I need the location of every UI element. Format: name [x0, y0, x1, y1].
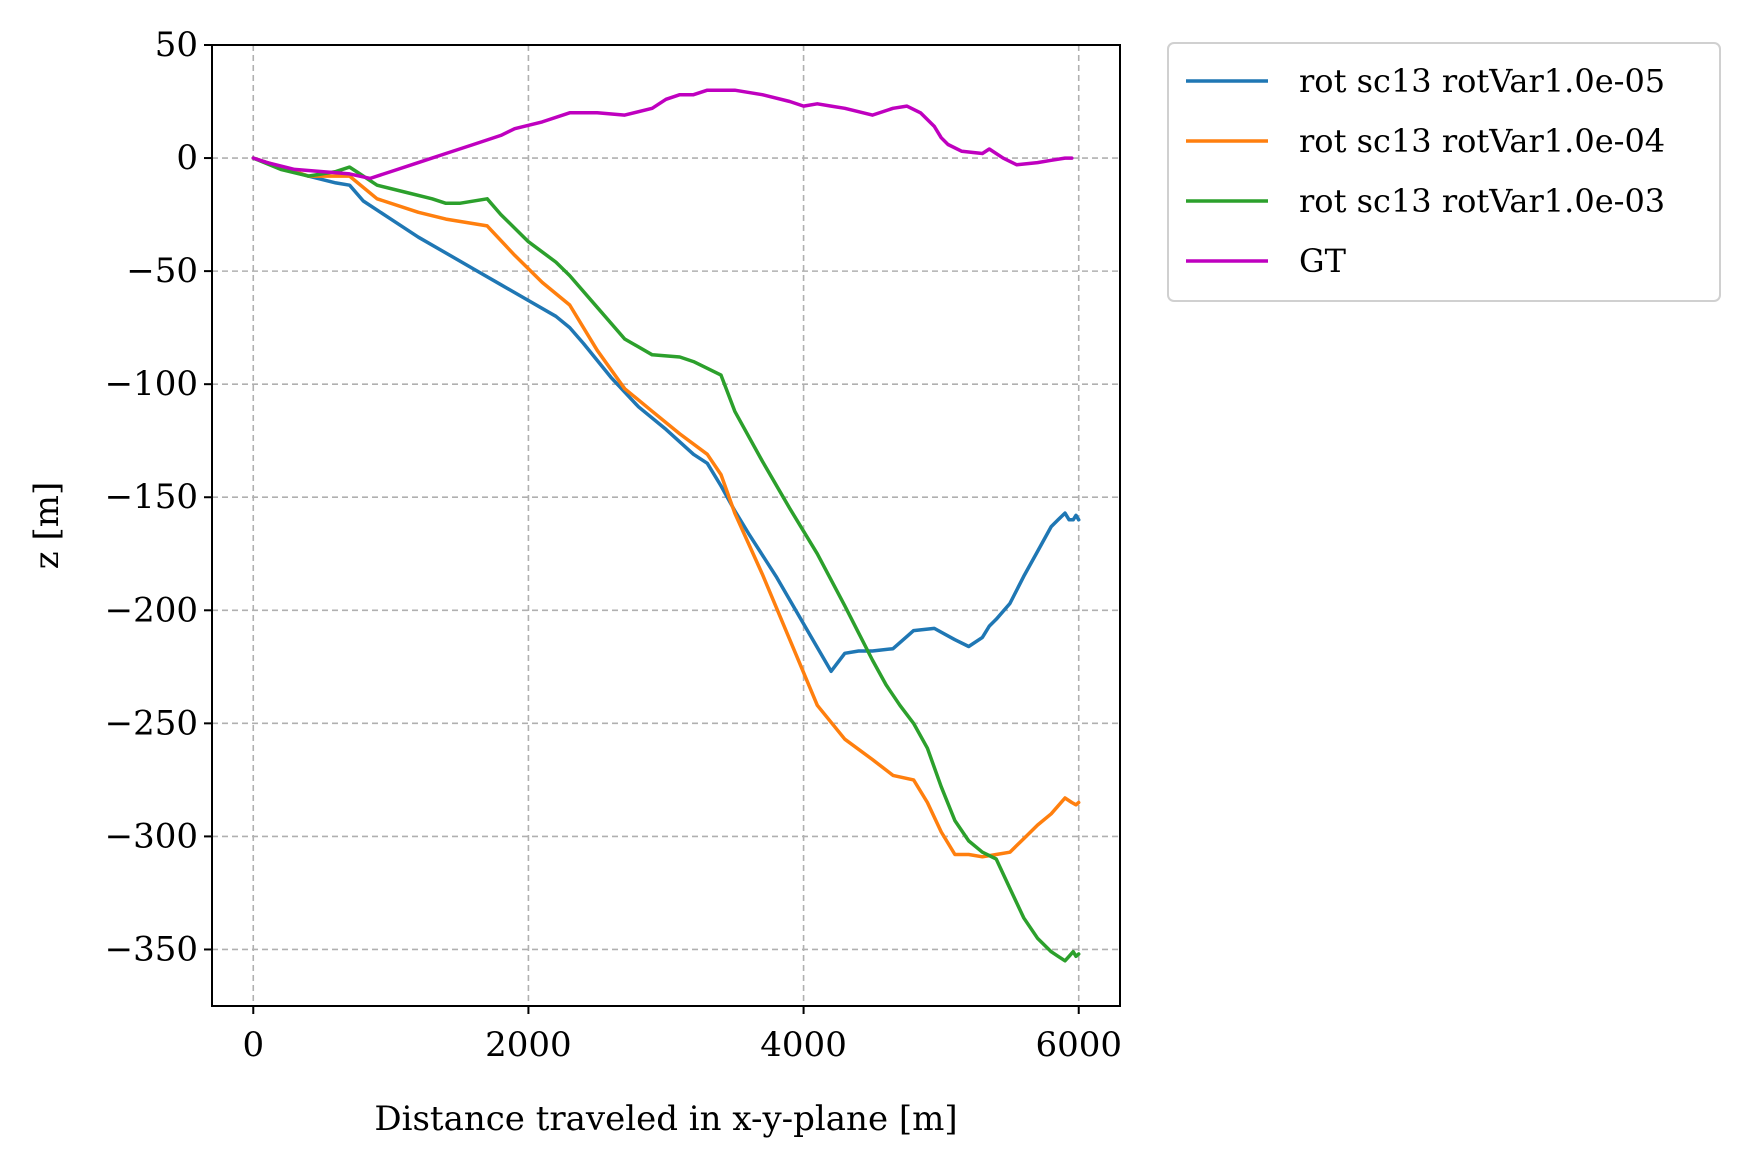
y-tick-label: −250 — [105, 703, 198, 743]
legend-label: GT — [1299, 242, 1347, 280]
series-layer — [251, 88, 1081, 963]
x-axis-label: Distance traveled in x-y-plane [m] — [374, 1099, 957, 1139]
series-line-3 — [251, 156, 1081, 963]
x-tick-label: 6000 — [1035, 1025, 1122, 1065]
legend: rot sc13 rotVar1.0e-05 rot sc13 rotVar1.0… — [1167, 42, 1721, 302]
legend-label: rot sc13 rotVar1.0e-03 — [1299, 182, 1665, 220]
y-tick-label: −350 — [105, 929, 198, 969]
y-tick-label: −150 — [105, 477, 198, 517]
y-tick-label: 50 — [155, 25, 198, 65]
y-tick-label: −50 — [126, 251, 198, 291]
legend-label: rot sc13 rotVar1.0e-05 — [1299, 62, 1665, 100]
x-tick-label: 0 — [242, 1025, 264, 1065]
series-line-1 — [251, 156, 1081, 674]
series-line-2 — [251, 156, 1081, 859]
x-tick-label: 2000 — [485, 1025, 572, 1065]
y-tick-label: 0 — [176, 138, 198, 178]
ticks-layer: 0 2000 4000 6000 50 0 −50 −100 −150 −200 −250 −300 −… — [105, 25, 1122, 1065]
legend-label: rot sc13 rotVar1.0e-04 — [1299, 122, 1665, 160]
y-tick-label: −100 — [105, 364, 198, 404]
y-tick-label: −200 — [105, 590, 198, 630]
y-axis-label: z [m] — [27, 482, 67, 570]
x-tick-label: 4000 — [760, 1025, 847, 1065]
grid-layer — [212, 44, 1120, 1006]
y-tick-label: −300 — [105, 816, 198, 856]
series-line-4 — [251, 88, 1074, 181]
plot-frame — [211, 44, 1121, 1007]
legend-box — [1167, 42, 1721, 302]
